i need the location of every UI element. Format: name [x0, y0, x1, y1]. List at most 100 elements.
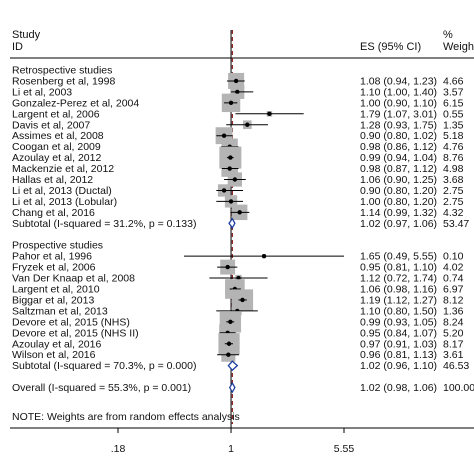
point-estimate [232, 177, 238, 182]
point-estimate [261, 253, 267, 259]
effect-size-text: 1.28 (0.93, 1.75) [360, 119, 437, 131]
effect-size-text: 1.08 (0.94, 1.23) [360, 75, 437, 87]
point-estimate [221, 133, 227, 138]
point-estimate [233, 78, 239, 84]
effect-size-text: 1.10 (1.00, 1.40) [360, 86, 437, 98]
study-label: Devore et al, 2015 (NHS II) [12, 327, 139, 339]
effect-size-text: 0.99 (0.93, 1.05) [360, 316, 437, 328]
effect-size-text: 0.95 (0.81, 1.10) [360, 262, 437, 274]
effect-size-text: 0.99 (0.94, 1.04) [360, 152, 437, 164]
effect-size-text: 1.00 (0.80, 1.20) [360, 196, 437, 208]
study-label: Largent et al, 2010 [12, 284, 100, 296]
point-estimate [240, 297, 245, 303]
point-estimate [236, 275, 241, 281]
subtotal-label: Subtotal (I-squared = 70.3%, p = 0.000) [12, 360, 196, 372]
weight-text: 53.47 [443, 218, 469, 230]
point-estimate [228, 155, 233, 160]
subtotal-diamond [227, 360, 239, 372]
effect-size-text: 0.98 (0.86, 1.12) [360, 141, 437, 153]
effect-size-text: 0.90 (0.80, 1.20) [360, 185, 437, 197]
effect-size-text: 1.00 (0.90, 1.10) [360, 97, 437, 109]
weight-text: 4.32 [443, 207, 464, 219]
effect-size-text: 1.02 (0.98, 1.06) [360, 382, 437, 394]
study-label: Li et al, 2013 (Lobular) [12, 196, 117, 208]
study-label: Davis et al, 2007 [12, 119, 90, 131]
point-estimate [225, 264, 230, 270]
point-estimate [226, 341, 232, 346]
weight-text: 5.18 [443, 130, 464, 142]
effect-size-text: 0.96 (0.81, 1.13) [360, 349, 437, 361]
weight-text: 0.55 [443, 108, 464, 120]
point-estimate [237, 210, 242, 215]
effect-size-text: 0.97 (0.91, 1.03) [360, 338, 437, 350]
header-id: ID [12, 41, 23, 53]
effect-size-text: 1.79 (1.07, 3.01) [360, 108, 437, 120]
group-label: Prospective studies [12, 240, 103, 252]
weight-text: 6.15 [443, 97, 464, 109]
study-label: Saltzman et al, 2013 [12, 305, 108, 317]
point-estimate [221, 188, 227, 193]
weight-text: 3.57 [443, 86, 464, 98]
weight-text: 4.76 [443, 141, 464, 153]
study-label: Li et al, 2003 [12, 86, 72, 98]
study-label: Azoulay et al, 2016 [12, 338, 101, 350]
point-estimate [228, 100, 234, 106]
group-label: Retrospective studies [12, 65, 112, 77]
weight-text: 100.00 [443, 382, 474, 394]
x-tick-label: 1 [228, 443, 234, 455]
weight-text: 1.36 [443, 305, 464, 317]
weight-text: 2.75 [443, 196, 464, 208]
weight-text: 0.10 [443, 251, 464, 263]
weight-text: 1.35 [443, 119, 464, 131]
effect-size-text: 1.02 (0.96, 1.10) [360, 360, 437, 372]
study-label: Fryzek et al, 2006 [12, 262, 96, 274]
weight-text: 6.97 [443, 284, 464, 296]
weight-text: 2.75 [443, 185, 464, 197]
effect-size-text: 0.95 (0.84, 1.07) [360, 327, 437, 339]
effect-size-text: 1.06 (0.98, 1.16) [360, 284, 437, 296]
study-label: Van Der Knaap et al, 2008 [12, 273, 135, 285]
study-label: Li et al, 2013 (Ductal) [12, 185, 112, 197]
header-es: ES (95% CI) [360, 41, 421, 53]
overall-diamond [228, 381, 236, 394]
effect-size-text: 1.14 (0.99, 1.32) [360, 207, 437, 219]
point-estimate [235, 89, 240, 95]
weight-text: 0.74 [443, 273, 464, 285]
subtotal-diamond [228, 217, 236, 229]
study-label: Biggar et al, 2013 [12, 294, 94, 306]
header-study: Study [12, 29, 41, 41]
weights-note: NOTE: Weights are from random effects an… [12, 411, 240, 423]
weight-text: 5.20 [443, 327, 464, 339]
weight-text: 4.66 [443, 75, 464, 87]
study-label: Largent et al, 2006 [12, 108, 100, 120]
weight-text: 4.98 [443, 163, 464, 175]
study-label: Azoulay et al, 2012 [12, 152, 101, 164]
x-tick-label: .18 [111, 443, 126, 455]
weight-text: 8.12 [443, 294, 464, 306]
point-estimate [226, 352, 231, 357]
effect-size-text: 1.10 (0.80, 1.50) [360, 305, 437, 317]
weight-text: 3.61 [443, 349, 464, 361]
study-label: Chang et al, 2016 [12, 207, 95, 219]
effect-size-text: 0.98 (0.87, 1.12) [360, 163, 437, 175]
study-label: Pahor et al, 1996 [12, 251, 92, 263]
x-axis-ticks: .18 1 5.55 [111, 428, 355, 455]
point-estimate [245, 122, 250, 127]
weight-text: 8.76 [443, 152, 464, 164]
weight-text: 4.02 [443, 262, 464, 274]
effect-size-text: 1.02 (0.97, 1.06) [360, 218, 437, 230]
effect-size-text: 1.19 (1.12, 1.27) [360, 294, 437, 306]
study-label: Assimes et al, 2008 [12, 130, 104, 142]
study-label: Gonzalez-Perez et al, 2004 [12, 97, 139, 109]
point-estimate [267, 111, 272, 117]
study-label: Mackenzie et al, 2012 [12, 163, 114, 175]
effect-size-text: 0.90 (0.80, 1.02) [360, 130, 437, 142]
subtotal-label: Subtotal (I-squared = 31.2%, p = 0.133) [12, 218, 196, 230]
effect-size-text: 1.65 (0.49, 5.55) [360, 251, 437, 263]
weight-text: 46.53 [443, 360, 469, 372]
header-weight: Weight [443, 41, 474, 53]
weight-text: 8.17 [443, 338, 464, 350]
weight-text: 3.68 [443, 174, 464, 186]
x-tick-label: 5.55 [334, 443, 355, 455]
